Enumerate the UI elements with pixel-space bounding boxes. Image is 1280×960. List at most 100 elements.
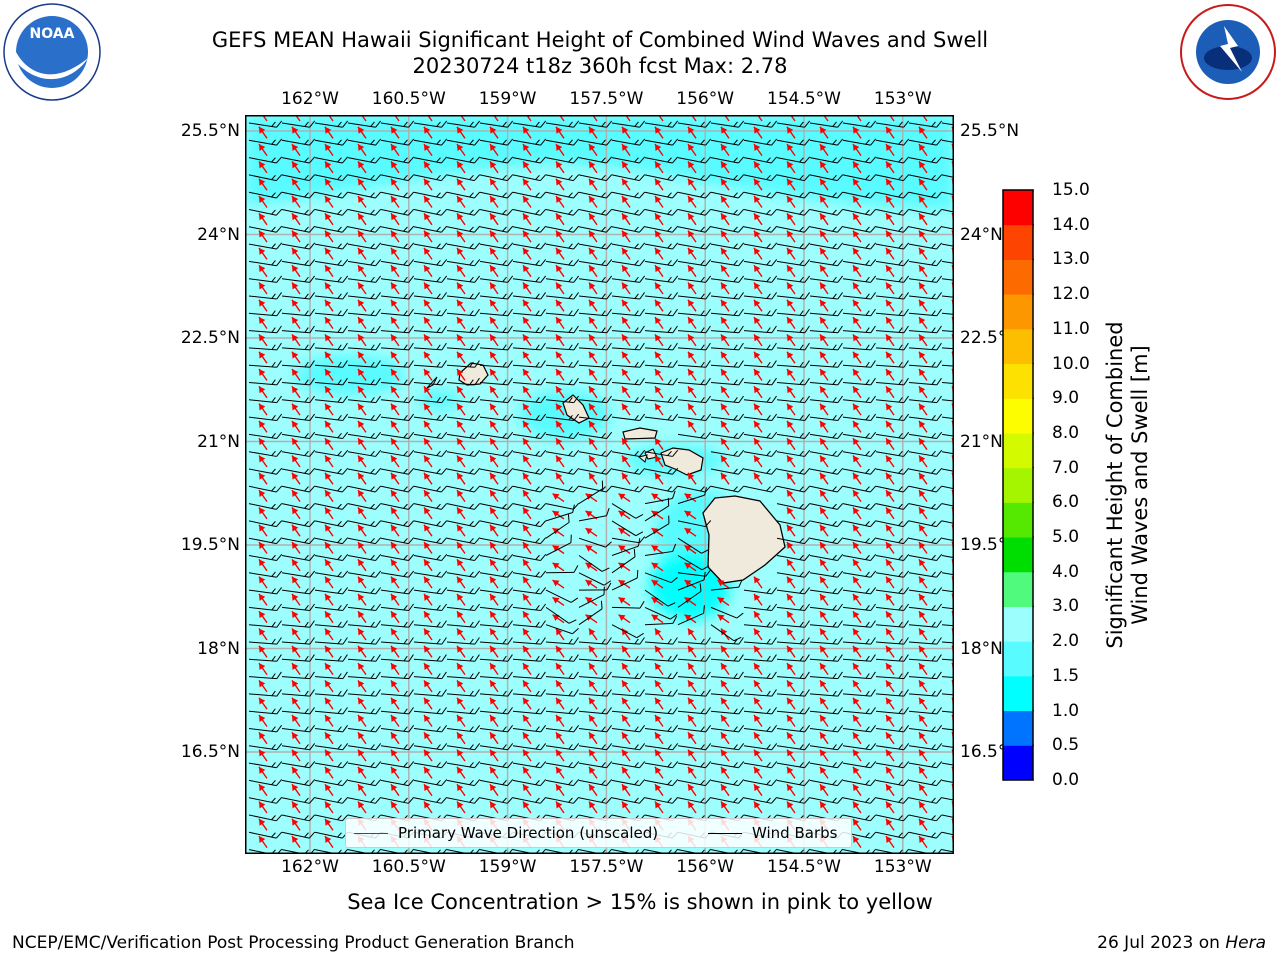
wave-direction-arrow <box>555 420 565 433</box>
wind-barb <box>380 587 415 595</box>
wind-barb <box>446 449 481 457</box>
wind-barb <box>248 308 282 317</box>
wind-barb <box>644 485 679 493</box>
wind-barb <box>347 191 382 199</box>
wave-direction-arrow <box>819 437 829 451</box>
wind-barb <box>281 325 315 334</box>
wave-direction-arrow <box>720 403 730 416</box>
wave-direction-arrow <box>852 731 862 745</box>
wind-barb <box>512 743 547 751</box>
wind-barb <box>809 779 844 787</box>
colorbar-label-line1: Significant Height of Combined <box>1103 321 1127 649</box>
wind-barb <box>644 615 678 626</box>
wind-barb <box>347 413 382 422</box>
wave-direction-arrow <box>819 749 829 762</box>
wind-barb <box>512 467 547 475</box>
wind-barb <box>380 671 414 680</box>
wind-barb <box>743 449 778 457</box>
colorbar-tick-3: 12.0 <box>1052 284 1090 305</box>
wave-direction-arrow <box>357 247 367 260</box>
lat-tick-left-3: 21°N <box>197 431 240 452</box>
wave-direction-arrow <box>720 351 730 364</box>
wave-direction-arrow <box>258 541 268 554</box>
wave-direction-arrow <box>819 195 829 208</box>
wind-barb <box>908 467 943 475</box>
wind-barb <box>248 431 283 439</box>
wind-barb <box>281 689 315 697</box>
wave-direction-arrow <box>555 368 565 381</box>
wave-direction-arrow <box>720 697 730 710</box>
wind-barb <box>314 671 348 680</box>
wave-direction-arrow <box>357 801 367 814</box>
wave-direction-arrow <box>654 437 664 451</box>
wind-barb <box>479 208 514 216</box>
wave-direction-arrow <box>555 697 565 710</box>
wind-barb <box>611 360 645 368</box>
wind-barb <box>743 431 778 439</box>
wave-direction-arrow <box>687 472 697 485</box>
wave-direction-arrow <box>885 662 895 676</box>
wave-direction-arrow <box>852 628 862 641</box>
wind-barb <box>908 814 943 822</box>
wind-barb <box>908 761 943 769</box>
wave-direction-arrow <box>258 455 268 468</box>
wave-direction-arrow <box>918 264 928 278</box>
wind-barb <box>743 689 777 697</box>
wind-barb <box>512 554 547 562</box>
wind-barb <box>611 761 646 769</box>
wind-barb <box>908 743 943 751</box>
wave-direction-arrow <box>819 524 829 537</box>
wind-barb <box>479 413 514 422</box>
wind-barb <box>578 600 603 626</box>
wind-barb <box>248 377 282 386</box>
wind-barb <box>809 156 844 164</box>
wave-direction-arrow <box>357 334 367 347</box>
wave-direction-arrow <box>588 212 598 226</box>
wind-barb <box>611 325 645 334</box>
wind-barb <box>380 570 415 578</box>
wind-barb <box>512 449 547 457</box>
wave-direction-arrow <box>687 161 697 174</box>
wave-direction-arrow <box>357 766 367 779</box>
wind-barb <box>281 174 316 182</box>
wind-barb <box>248 637 282 645</box>
wind-barb <box>941 191 954 199</box>
wave-direction-arrow <box>786 143 796 157</box>
wind-barb <box>644 225 679 233</box>
wind-barb <box>941 779 954 787</box>
wave-direction-arrow <box>684 492 697 503</box>
wind-barb <box>512 377 546 386</box>
wave-direction-arrow <box>786 403 796 416</box>
wind-barb <box>512 796 547 804</box>
wave-direction-arrow <box>357 282 367 295</box>
wind-barb <box>314 242 349 250</box>
wave-direction-arrow <box>489 783 499 797</box>
wave-direction-arrow <box>489 610 499 624</box>
wave-direction-arrow <box>555 472 565 485</box>
wind-barb <box>248 603 282 611</box>
wave-direction-arrow <box>654 351 664 364</box>
wind-barb <box>941 831 954 839</box>
wave-direction-arrow <box>456 403 466 416</box>
wind-barb <box>314 342 348 351</box>
wind-barb <box>776 761 811 769</box>
wave-direction-arrow <box>324 818 334 831</box>
wind-barb <box>842 537 877 545</box>
wind-barb <box>545 637 579 645</box>
island-kahoolawe <box>637 454 648 463</box>
wind-barb <box>479 325 513 334</box>
wind-barb <box>776 342 810 351</box>
wind-barb <box>545 138 580 146</box>
wind-barb <box>512 485 547 493</box>
wind-barb <box>314 485 349 493</box>
wind-barb <box>809 342 843 351</box>
wind-barb <box>314 208 349 216</box>
wind-barb <box>644 689 678 697</box>
wave-direction-arrow <box>324 645 334 658</box>
wave-direction-arrow <box>489 697 499 710</box>
wind-barb <box>248 275 283 283</box>
wave-direction-arrow <box>489 282 499 295</box>
wave-direction-arrow <box>687 351 697 364</box>
wave-direction-arrow <box>618 492 631 503</box>
wave-direction-arrow <box>555 316 565 330</box>
